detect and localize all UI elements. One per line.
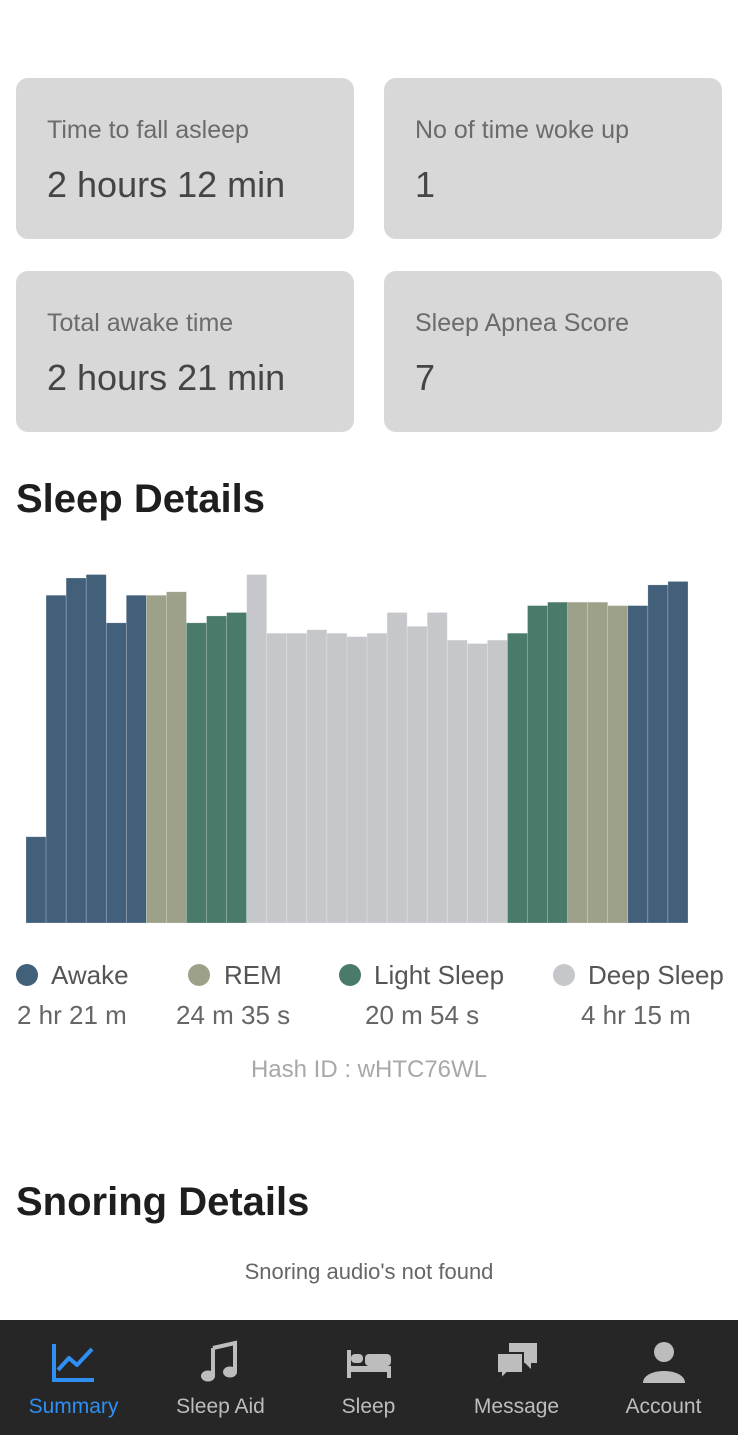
legend-dot-rem [188,964,210,986]
stat-value: 1 [415,164,436,205]
legend-item-deep-sleep: Deep Sleep 4 hr 15 m [553,960,733,1040]
nav-sleep[interactable]: Sleep [295,1320,442,1435]
sleep-bar-light [527,605,548,924]
nav-label: Sleep [341,1395,396,1418]
stat-label: Total awake time [47,309,234,337]
sleep-bar-awake [647,584,669,924]
legend-duration: 24 m 35 s [176,1000,291,1030]
sleep-bar-rem [166,591,187,924]
sleep-bar-awake [126,594,147,924]
sleep-bar-light [186,622,207,924]
sleep-bar-light [226,612,247,924]
sleep-bar-awake [627,605,649,924]
legend-name: Light Sleep [374,960,505,990]
sleep-bar-rem [567,601,589,924]
legend-dot-light [339,964,361,986]
sleep-stage-chart [25,574,689,924]
stat-value: 2 hours 21 min [47,357,286,398]
legend-dot-deep [553,964,575,986]
sleep-bar-light [507,632,528,924]
sleep-bar-deep [386,612,408,924]
stat-label: No of time woke up [415,116,629,144]
nav-label: Account [625,1395,702,1418]
sleep-bar-deep [326,632,348,924]
sleep-bar-deep [426,612,448,924]
sleep-bar-deep [306,629,328,924]
stat-value: 7 [415,357,436,398]
sleep-bar-deep [346,636,368,924]
sleep-bar-rem [146,594,167,924]
stat-label: Time to fall asleep [47,116,249,144]
legend-item-awake: Awake 2 hr 21 m [16,960,156,1040]
legend-name: Deep Sleep [588,960,724,990]
nav-label: Sleep Aid [176,1395,265,1418]
sleep-bar-awake [667,581,689,924]
sleep-bar-light [206,615,227,924]
sleep-bar-awake [85,574,107,924]
legend-item-rem: REM 24 m 35 s [176,960,328,1040]
sleep-bar-awake [45,594,67,924]
nav-label: Summary [28,1395,119,1418]
nav-account[interactable]: Account [590,1320,737,1435]
stat-label: Sleep Apnea Score [415,309,630,337]
snoring-details-title: Snoring Details [16,1180,310,1224]
stat-card-apnea-score: Sleep Apnea Score 7 [384,271,722,432]
legend-duration: 4 hr 15 m [581,1000,691,1030]
sleep-bar-rem [607,605,629,924]
sleep-bar-deep [487,639,508,924]
legend-name: REM [224,960,282,990]
chat-bubbles-icon [495,1343,537,1382]
snoring-empty-message: Snoring audio's not found [244,1259,494,1284]
bottom-nav: Summary Sleep Aid Sleep Message [0,1320,738,1435]
sleep-bar-deep [366,632,388,924]
sleep-bar-rem [587,601,609,924]
sleep-bar-awake [105,622,127,924]
music-note-icon [200,1340,237,1382]
sleep-bar-deep [246,574,268,924]
legend-name: Awake [51,960,129,990]
nav-summary[interactable]: Summary [0,1320,147,1435]
sleep-bar-deep [446,639,468,924]
legend-duration: 2 hr 21 m [17,1000,127,1030]
sleep-bar-deep [467,643,488,924]
sleep-bar-deep [406,626,428,924]
sleep-bar-awake [65,577,87,924]
legend-item-light-sleep: Light Sleep 20 m 54 s [339,960,519,1040]
sleep-bar-deep [266,632,288,924]
hash-id: Hash ID : wHTC76WL [250,1056,488,1083]
nav-label: Message [473,1395,560,1418]
legend-dot-awake [16,964,38,986]
nav-message[interactable]: Message [443,1320,590,1435]
stat-value: 2 hours 12 min [47,164,286,205]
stat-card-woke-up: No of time woke up 1 [384,78,722,239]
bed-icon [346,1350,391,1378]
stat-card-awake-time: Total awake time 2 hours 21 min [16,271,354,432]
legend-duration: 20 m 54 s [365,1000,480,1030]
sleep-bar-awake [25,836,47,924]
person-icon [642,1342,685,1383]
sleep-bar-light [547,601,568,924]
nav-sleep-aid[interactable]: Sleep Aid [147,1320,294,1435]
chart-line-icon [51,1344,94,1382]
sleep-bar-deep [286,632,308,924]
sleep-details-title: Sleep Details [16,477,266,521]
stat-card-fall-asleep: Time to fall asleep 2 hours 12 min [16,78,354,239]
